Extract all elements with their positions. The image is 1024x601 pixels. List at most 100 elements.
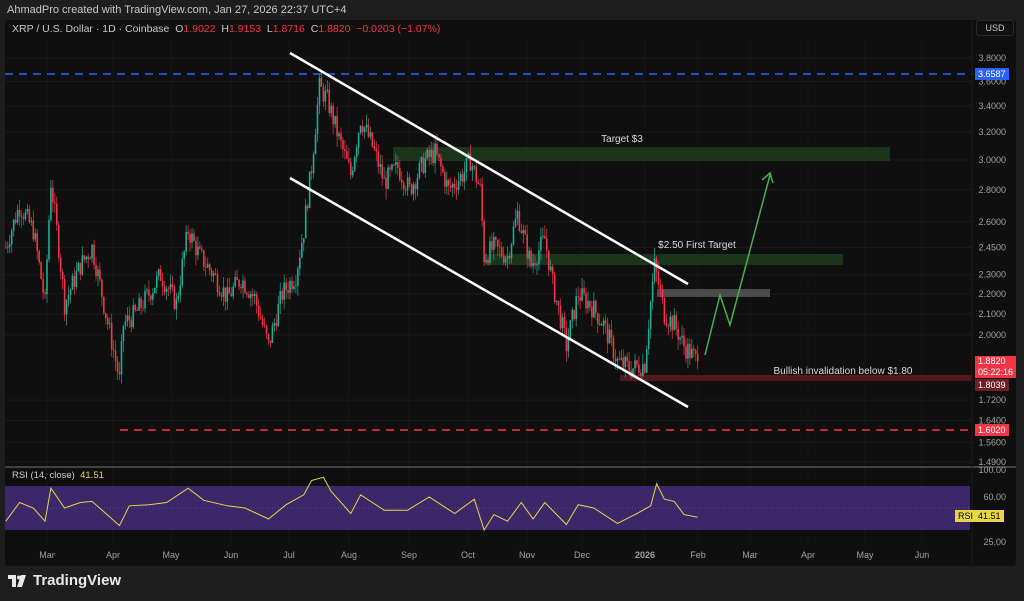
price-tick: 2.6000 bbox=[978, 217, 1006, 227]
candle-body bbox=[342, 140, 344, 150]
candle-body bbox=[598, 323, 601, 325]
candle-body bbox=[103, 296, 105, 313]
candle-body bbox=[404, 189, 407, 191]
candle-body bbox=[567, 338, 570, 352]
candle-body bbox=[602, 320, 605, 326]
candle-body bbox=[7, 246, 9, 248]
candle-body bbox=[481, 184, 483, 221]
price-tick: 2.1000 bbox=[978, 309, 1006, 319]
candle-body bbox=[561, 317, 564, 329]
candle-body bbox=[79, 262, 82, 275]
candle-body bbox=[632, 368, 634, 377]
candle-body bbox=[163, 286, 166, 293]
time-tick: Mar bbox=[39, 550, 55, 560]
candle-body bbox=[544, 235, 546, 239]
candle-body bbox=[181, 259, 184, 286]
time-axis: Mar Apr May Jun Jul Aug Sep Oct Nov Dec 2026 Feb Mar… bbox=[39, 550, 929, 560]
candle-body bbox=[230, 293, 233, 297]
candle-body bbox=[116, 361, 119, 373]
candle-body bbox=[59, 257, 62, 272]
candle-body bbox=[636, 360, 638, 365]
price-tick: 2.0000 bbox=[978, 330, 1006, 340]
open-value: 1.9022 bbox=[183, 23, 216, 35]
candle-body bbox=[387, 167, 389, 189]
candle-body bbox=[651, 281, 654, 302]
candle-body bbox=[634, 360, 636, 369]
candle-body bbox=[685, 346, 687, 359]
candle-body bbox=[453, 183, 456, 188]
candle-body bbox=[653, 258, 656, 282]
candle-body bbox=[261, 318, 264, 325]
currency-button[interactable]: USD bbox=[976, 20, 1014, 36]
candle-body bbox=[56, 203, 58, 225]
candle-body bbox=[52, 187, 54, 203]
candle-body bbox=[416, 177, 419, 190]
candle-body bbox=[424, 158, 427, 174]
candle-body bbox=[281, 291, 283, 300]
candle-body bbox=[461, 174, 464, 182]
candle-body bbox=[8, 244, 11, 247]
invalidation-label: Bullish invalidation below $1.80 bbox=[774, 366, 913, 377]
candle-body bbox=[32, 220, 35, 240]
candle-body bbox=[412, 184, 415, 195]
candle-body bbox=[338, 133, 340, 137]
candle-body bbox=[42, 278, 44, 293]
candle-body bbox=[330, 106, 332, 114]
candle-body bbox=[167, 288, 170, 290]
candle-body bbox=[612, 337, 615, 359]
symbol-legend: XRP / U.S. Dollar · 1D · Coinbase O1.902… bbox=[12, 23, 441, 35]
candle-body bbox=[647, 328, 650, 350]
candle-body bbox=[289, 280, 291, 293]
candle-body bbox=[226, 287, 229, 302]
candle-body bbox=[271, 325, 274, 343]
time-tick: Oct bbox=[461, 550, 476, 560]
candle-body bbox=[46, 259, 48, 295]
candle-body bbox=[212, 273, 215, 277]
candle-body bbox=[324, 91, 327, 102]
candle-body bbox=[299, 257, 301, 269]
candle-body bbox=[691, 348, 693, 358]
candle-body bbox=[681, 335, 683, 338]
candle-body bbox=[420, 157, 423, 163]
candle-body bbox=[487, 259, 489, 264]
rsi-tag: RSI bbox=[955, 510, 977, 522]
arrow-head-icon bbox=[761, 171, 774, 184]
price-tick: 3.4000 bbox=[978, 101, 1006, 111]
candle-body bbox=[432, 150, 434, 164]
candle-body bbox=[406, 177, 409, 191]
candle-body bbox=[77, 262, 80, 272]
candle-body bbox=[644, 364, 646, 373]
candle-body bbox=[624, 356, 626, 368]
candle-body bbox=[361, 125, 364, 133]
candle-body bbox=[434, 143, 436, 164]
price-tick: 2.8000 bbox=[978, 185, 1006, 195]
time-tick: Mar bbox=[742, 550, 758, 560]
candle-body bbox=[85, 256, 87, 260]
candle-body bbox=[267, 333, 270, 341]
candle-body bbox=[57, 224, 60, 258]
candle-body bbox=[493, 237, 495, 250]
candle-body bbox=[365, 124, 368, 128]
candle-body bbox=[542, 235, 544, 237]
candle-body bbox=[357, 132, 360, 148]
candle-body bbox=[408, 177, 411, 185]
candle-body bbox=[204, 267, 207, 268]
candle-body bbox=[391, 164, 393, 170]
candle-body bbox=[524, 229, 527, 235]
time-tick: Nov bbox=[519, 550, 536, 560]
candle-body bbox=[101, 279, 103, 297]
price-tick: 3.8000 bbox=[978, 53, 1006, 63]
candle-body bbox=[97, 269, 99, 277]
candle-body bbox=[565, 327, 568, 352]
candle-body bbox=[616, 358, 619, 362]
candle-body bbox=[169, 284, 172, 290]
candle-body bbox=[638, 364, 640, 373]
candle-body bbox=[89, 258, 91, 260]
candle-body bbox=[410, 184, 413, 195]
change-value: −0.0203 (−1.07%) bbox=[356, 23, 441, 35]
candle-body bbox=[171, 284, 174, 287]
candle-body bbox=[381, 164, 383, 179]
candle-body bbox=[383, 177, 385, 179]
candle-body bbox=[157, 269, 160, 276]
